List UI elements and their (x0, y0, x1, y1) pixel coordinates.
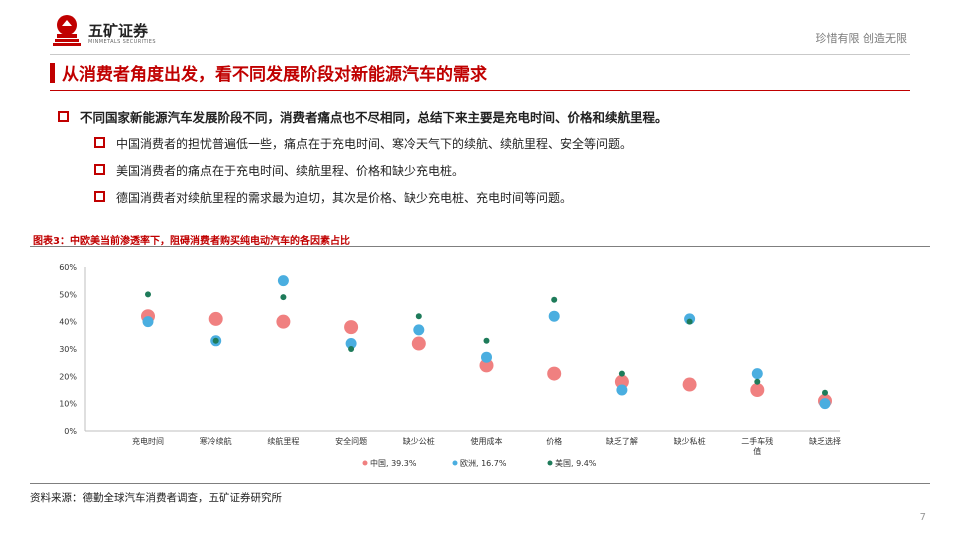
y-tick-label: 20% (59, 372, 77, 381)
data-point-series-2 (483, 337, 490, 344)
data-point-series-0 (208, 311, 223, 326)
page-number: 7 (919, 512, 926, 523)
data-point-series-0 (750, 383, 765, 397)
scatter-chart: 0% 10% 20% 30% 40% 50% 60% 充电时间 寒冷续航 续航里程 安全问题 缺少公桩… (59, 263, 841, 468)
data-point-series-2 (822, 389, 828, 396)
sub-bullet-text: 中国消费者的担忧普遍低一些，痛点在于充电时间、寒冷天气下的续航、续航里程、安全等… (116, 137, 633, 151)
brand-name: 五矿证券 (88, 22, 149, 40)
data-point-series-2 (551, 296, 558, 303)
legend-label: 中国, 39.3% (370, 458, 417, 468)
header-divider (50, 54, 910, 55)
legend-marker (452, 460, 458, 466)
data-point-series-1 (616, 384, 628, 396)
y-tick-label: 60% (59, 263, 77, 272)
sub-bullet-usa: 美国消费者的痛点在于充电时间、续航里程、价格和缺少充电桩。 (94, 162, 464, 179)
y-tick-label: 10% (59, 400, 77, 409)
source-note: 资料来源：德勤全球汽车消费者调查，五矿证券研究所 (30, 492, 282, 504)
data-point-series-1 (277, 275, 289, 287)
figure-title: 图表3：中欧美当前渗透率下，阻碍消费者购买纯电动汽车的各因素占比 (33, 236, 350, 247)
sub-bullet-text: 美国消费者的痛点在于充电时间、续航里程、价格和缺少充电桩。 (116, 164, 465, 178)
y-tick-label: 30% (59, 345, 77, 354)
x-tick-label: 缺少公桩 (403, 436, 435, 446)
data-point-series-2 (280, 294, 287, 301)
y-tick-label: 40% (59, 318, 77, 327)
title-accent-bar (50, 63, 55, 83)
x-tick-label: 缺少私桩 (674, 436, 706, 446)
x-tick-label: 安全问题 (335, 436, 367, 446)
data-point-series-0 (682, 377, 697, 392)
data-point-series-1 (751, 368, 763, 380)
square-bullet-icon (58, 111, 69, 122)
source-divider (30, 483, 930, 484)
main-bullet-text: 不同国家新能源汽车发展阶段不同，消费者痛点也不尽相同，总结下来主要是充电时间、价… (80, 110, 668, 125)
sub-bullet-china: 中国消费者的担忧普遍低一些，痛点在于充电时间、寒冷天气下的续航、续航里程、安全等… (94, 135, 632, 152)
square-bullet-icon (94, 164, 105, 175)
data-point-series-1 (413, 324, 425, 336)
x-tick-label: 缺乏了解 (606, 436, 638, 446)
page-title: 从消费者角度出发，看不同发展阶段对新能源汽车的需求 (62, 65, 487, 85)
x-tick-label: 值 (753, 446, 761, 456)
x-tick-label: 寒冷续航 (200, 436, 232, 446)
data-point-series-0 (276, 314, 291, 329)
sub-bullet-text: 德国消费者对续航里程的需求最为迫切，其次是价格、缺少充电桩、充电时间等问题。 (116, 191, 573, 205)
data-point-series-1 (548, 310, 560, 322)
data-point-series-2 (145, 291, 151, 298)
brand-subtitle: MINMETALS SECURITIES (88, 39, 156, 45)
data-point-series-1 (345, 338, 357, 350)
company-logo (52, 14, 82, 48)
data-point-series-0 (547, 366, 562, 381)
y-tick-label: 50% (59, 290, 77, 299)
data-point-series-1 (819, 398, 831, 410)
x-tick-label: 价格 (546, 436, 562, 446)
data-point-series-2 (348, 346, 355, 352)
main-bullet: 不同国家新能源汽车发展阶段不同，消费者痛点也不尽相同，总结下来主要是充电时间、价… (58, 107, 668, 126)
data-point-series-1 (142, 316, 154, 328)
legend-label: 欧洲, 16.7% (460, 458, 507, 468)
data-point-series-1 (481, 351, 492, 363)
slogan: 珍惜有限 创造无限 (815, 32, 908, 45)
data-point-series-2 (415, 313, 422, 320)
legend-marker (547, 460, 553, 466)
data-point-series-0 (479, 358, 494, 373)
data-point-series-0 (614, 374, 629, 389)
data-point-series-0 (344, 320, 359, 335)
x-tick-label: 二手车残 (741, 436, 773, 446)
sub-bullet-germany: 德国消费者对续航里程的需求最为迫切，其次是价格、缺少充电桩、充电时间等问题。 (94, 189, 572, 206)
data-point-series-2 (212, 337, 219, 344)
legend-marker (362, 460, 368, 466)
data-point-series-2 (686, 318, 693, 325)
square-bullet-icon (94, 191, 105, 202)
figure-divider (30, 246, 930, 247)
title-divider (50, 90, 910, 91)
y-tick-label: 0% (64, 427, 77, 436)
legend-label: 美国, 9.4% (555, 458, 597, 468)
x-tick-label: 使用成本 (471, 436, 503, 446)
x-tick-label: 充电时间 (132, 436, 164, 446)
square-bullet-icon (94, 137, 105, 148)
data-point-series-2 (754, 378, 761, 385)
x-tick-label: 续航里程 (267, 436, 299, 446)
x-tick-label: 缺乏选择 (809, 436, 841, 446)
data-point-series-0 (411, 336, 426, 351)
data-point-series-2 (618, 370, 625, 377)
